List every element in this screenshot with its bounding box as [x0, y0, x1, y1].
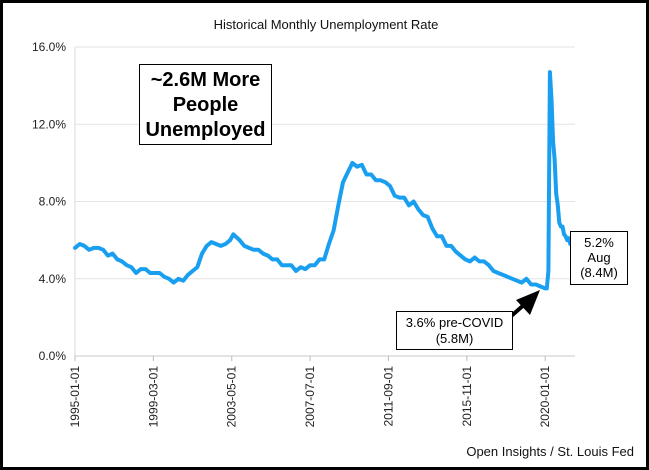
chart-title: Historical Monthly Unemployment Rate: [214, 17, 439, 32]
headline-line-2: People: [172, 94, 239, 116]
x-tick-label: 2007-07-01: [303, 366, 317, 428]
unemployment-rate-line: [73, 70, 577, 291]
latest-count: (8.4M): [580, 265, 618, 280]
series-layer: [73, 70, 577, 291]
x-tick-label: 2003-05-01: [225, 366, 239, 428]
latest-rate: 5.2%: [584, 235, 614, 250]
y-axis-ticks: 0.0% 4.0% 8.0% 12.0% 16.0%: [32, 40, 66, 363]
y-tick-label: 8.0%: [39, 195, 67, 209]
precovid-count: (5.8M): [435, 331, 474, 346]
arrow-head: [516, 290, 540, 315]
x-axis-ticks: 1995-01-01 1999-03-01 2003-05-01 2007-07-01…: [68, 356, 552, 427]
latest-month: Aug: [587, 250, 611, 265]
x-tick-label: 2011-09-01: [381, 366, 395, 427]
headline-annotation: ~2.6M More People Unemployed: [139, 64, 272, 145]
precovid-rate: 3.6% pre-COVID: [405, 315, 504, 330]
x-tick-label: 2020-01-01: [538, 366, 552, 428]
y-tick-label: 4.0%: [39, 272, 67, 286]
y-tick-label: 16.0%: [32, 40, 66, 54]
x-tick-label: 1995-01-01: [68, 366, 82, 428]
headline-line-3: Unemployed: [145, 119, 266, 141]
headline-line-1: ~2.6M More: [150, 69, 261, 91]
source-credit: Open Insights / St. Louis Fed: [466, 444, 634, 459]
y-tick-label: 12.0%: [32, 117, 66, 131]
x-tick-label: 1999-03-01: [146, 366, 160, 428]
latest-value-annotation: 5.2% Aug (8.4M): [570, 231, 628, 285]
precovid-annotation: 3.6% pre-COVID (5.8M): [396, 311, 513, 350]
x-tick-label: 2015-11-01: [460, 366, 474, 427]
y-tick-label: 0.0%: [39, 349, 67, 363]
